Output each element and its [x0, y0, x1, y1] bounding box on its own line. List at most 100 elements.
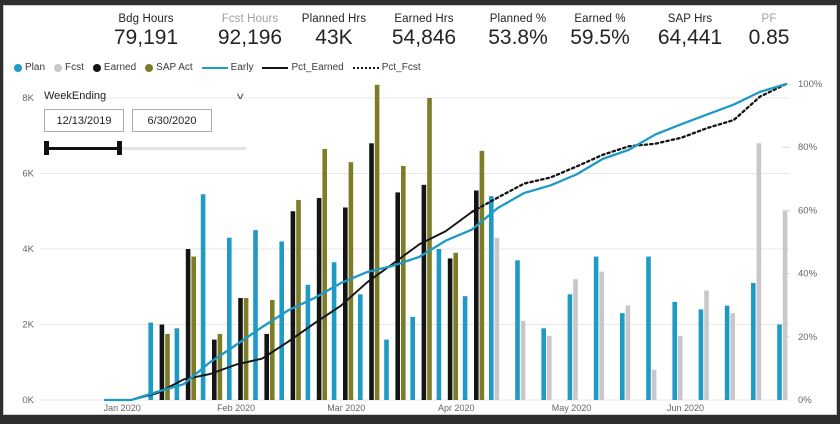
bar-plan[interactable] — [279, 241, 284, 400]
bar-earned[interactable] — [212, 339, 217, 400]
bar-sap-act[interactable] — [296, 199, 301, 400]
bar-earned[interactable] — [290, 211, 296, 400]
bar-sap-act[interactable] — [243, 298, 249, 400]
bar-earned[interactable] — [343, 207, 348, 400]
bar-earned[interactable] — [447, 258, 453, 400]
kpi-card-bdg-hours: Bdg Hours 79,191 — [114, 13, 178, 50]
bar-plan[interactable] — [672, 301, 677, 400]
weekending-slicer: WeekEnding ∨ 12/13/2019 6/30/2020 — [44, 90, 246, 155]
kpi-value: 59.5% — [570, 26, 630, 49]
legend-label: Pct_Fcst — [381, 62, 421, 73]
legend-item-sap-act[interactable]: SAP Act — [145, 62, 193, 73]
bar-fcst[interactable] — [625, 305, 631, 400]
bar-earned[interactable] — [264, 333, 269, 400]
x-axis-month-label: Apr 2020 — [438, 403, 475, 413]
bar-plan[interactable] — [436, 249, 442, 400]
bar-sap-act[interactable] — [479, 150, 485, 400]
legend-item-pct-fcst[interactable]: Pct_Fcst — [352, 62, 421, 73]
bar-sap-act[interactable] — [165, 333, 170, 400]
bar-sap-act[interactable] — [322, 148, 327, 400]
report-canvas: 0K 2K 4K 6K 8K 0% 20% 40% 60% 80% 100% Jan 2020 Feb … — [3, 5, 837, 415]
bar-sap-act[interactable] — [348, 162, 354, 400]
slicer-start-date-input[interactable]: 12/13/2019 — [44, 109, 124, 132]
chevron-down-icon[interactable]: ∨ — [235, 90, 246, 101]
slider-handle-end[interactable] — [117, 141, 122, 155]
bar-fcst[interactable] — [494, 237, 500, 400]
bar-earned[interactable] — [421, 184, 427, 400]
bar-earned[interactable] — [159, 324, 165, 401]
bar-plan[interactable] — [593, 256, 599, 400]
bar-plan[interactable] — [751, 282, 756, 400]
bar-sap-act[interactable] — [374, 84, 380, 400]
bar-plan[interactable] — [462, 296, 468, 400]
bar-fcst[interactable] — [520, 320, 526, 400]
x-axis-month-label: Mar 2020 — [327, 403, 365, 413]
slider-handle-start[interactable] — [44, 141, 49, 155]
legend-line-icon — [352, 66, 379, 69]
bar-plan[interactable] — [384, 339, 389, 400]
kpi-value: 79,191 — [113, 26, 179, 49]
y-right-tick-label: 40% — [798, 269, 818, 280]
legend-item-fcst[interactable]: Fcst — [54, 62, 84, 73]
slicer-end-date-input[interactable]: 6/30/2020 — [132, 109, 212, 132]
line-early[interactable] — [103, 82, 788, 402]
bar-plan[interactable] — [200, 194, 206, 400]
bar-fcst[interactable] — [782, 211, 788, 400]
bar-plan[interactable] — [148, 322, 153, 400]
bar-sap-act[interactable] — [401, 165, 406, 400]
legend-dot-icon — [145, 63, 154, 72]
line-pct-fcst[interactable] — [470, 82, 788, 214]
legend-line-icon — [262, 66, 289, 69]
bar-plan[interactable] — [331, 262, 337, 400]
kpi-label: PF — [761, 13, 777, 25]
bar-sap-act[interactable] — [270, 299, 275, 400]
kpi-card-pf: PF 0.85 — [749, 13, 790, 50]
bar-earned[interactable] — [185, 249, 191, 400]
legend-item-earned[interactable]: Earned — [92, 62, 136, 73]
legend-item-pct-earned[interactable]: Pct_Earned — [262, 62, 344, 73]
bar-earned[interactable] — [316, 198, 322, 400]
bar-fcst[interactable] — [756, 143, 762, 401]
bar-fcst[interactable] — [573, 279, 578, 400]
bar-plan[interactable] — [724, 305, 730, 400]
bar-plan[interactable] — [567, 294, 573, 400]
bar-plan[interactable] — [515, 260, 520, 400]
bar-fcst[interactable] — [678, 335, 683, 400]
bar-plan[interactable] — [777, 324, 782, 401]
bar-plan[interactable] — [358, 294, 363, 400]
slider-selected-range[interactable] — [46, 147, 120, 150]
legend-dot-icon — [92, 63, 101, 72]
bar-fcst[interactable] — [651, 369, 657, 400]
bar-sap-act[interactable] — [217, 333, 223, 400]
bar-fcst[interactable] — [730, 313, 735, 400]
y-left-tick-label: 8K — [22, 93, 34, 104]
bar-plan[interactable] — [698, 309, 704, 400]
bar-fcst[interactable] — [547, 335, 552, 400]
kpi-card-earned-: Earned % 59.5% — [570, 13, 630, 50]
bar-plan[interactable] — [305, 284, 311, 400]
slicer-title: WeekEnding — [44, 90, 107, 102]
y-right-tick-label: 0% — [798, 395, 812, 406]
bar-fcst[interactable] — [599, 271, 604, 400]
legend-item-early[interactable]: Early — [201, 62, 253, 73]
legend-line-icon — [201, 66, 228, 69]
bar-earned[interactable] — [238, 298, 243, 400]
bar-plan[interactable] — [410, 316, 415, 400]
bar-plan[interactable] — [541, 328, 546, 400]
bar-plan[interactable] — [489, 196, 494, 400]
bar-fcst[interactable] — [704, 290, 709, 400]
bar-earned[interactable] — [474, 190, 479, 400]
bar-sap-act[interactable] — [191, 256, 196, 400]
slider-track[interactable] — [120, 147, 246, 150]
bar-plan[interactable] — [174, 328, 180, 400]
bar-plan[interactable] — [253, 230, 258, 400]
bar-sap-act[interactable] — [453, 252, 458, 400]
bar-earned[interactable] — [395, 192, 400, 400]
bar-plan[interactable] — [646, 256, 651, 400]
bar-plan[interactable] — [620, 313, 625, 400]
combo-chart: 0K 2K 4K 6K 8K 0% 20% 40% 60% 80% 100% Jan 2020 Feb … — [22, 79, 822, 413]
legend-item-plan[interactable]: Plan — [14, 62, 45, 73]
bar-plan[interactable] — [227, 237, 232, 400]
bar-sap-act[interactable] — [427, 98, 432, 400]
y-left-tick-label: 6K — [22, 169, 34, 180]
